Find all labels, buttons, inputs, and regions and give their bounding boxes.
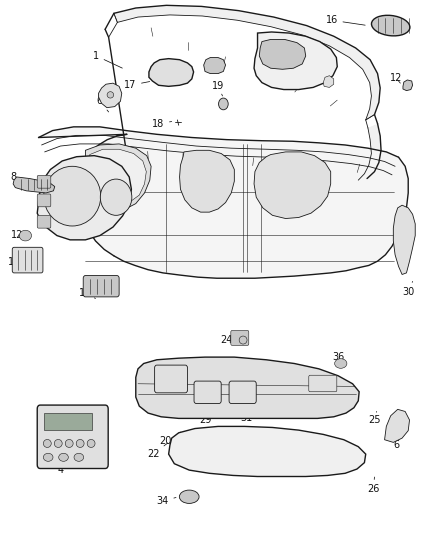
Polygon shape xyxy=(254,152,331,219)
Polygon shape xyxy=(39,127,408,278)
FancyBboxPatch shape xyxy=(83,276,119,297)
Ellipse shape xyxy=(74,453,84,462)
Ellipse shape xyxy=(43,439,51,448)
Ellipse shape xyxy=(371,15,410,36)
Ellipse shape xyxy=(239,336,247,344)
Text: 13: 13 xyxy=(8,257,26,267)
Text: 35: 35 xyxy=(308,380,321,390)
Polygon shape xyxy=(180,150,234,212)
Text: 29: 29 xyxy=(199,411,214,425)
Polygon shape xyxy=(114,5,380,120)
FancyBboxPatch shape xyxy=(44,413,92,430)
Ellipse shape xyxy=(54,439,62,448)
Ellipse shape xyxy=(100,179,132,215)
Polygon shape xyxy=(254,32,337,90)
FancyBboxPatch shape xyxy=(229,381,256,403)
Ellipse shape xyxy=(76,439,84,448)
Polygon shape xyxy=(204,58,226,74)
Text: 32: 32 xyxy=(149,385,166,395)
Ellipse shape xyxy=(59,453,68,462)
Text: 24: 24 xyxy=(221,335,237,345)
Polygon shape xyxy=(385,409,410,442)
Polygon shape xyxy=(78,144,151,212)
Text: 19: 19 xyxy=(212,82,224,96)
Text: 26: 26 xyxy=(367,477,379,494)
FancyBboxPatch shape xyxy=(37,215,51,228)
Text: 9: 9 xyxy=(75,229,88,239)
Polygon shape xyxy=(358,124,381,180)
Polygon shape xyxy=(169,426,366,477)
Ellipse shape xyxy=(65,439,73,448)
FancyBboxPatch shape xyxy=(155,365,187,393)
FancyBboxPatch shape xyxy=(309,375,337,392)
Polygon shape xyxy=(403,80,413,91)
Text: 20: 20 xyxy=(159,432,181,446)
FancyBboxPatch shape xyxy=(231,330,249,345)
FancyBboxPatch shape xyxy=(37,175,51,188)
Ellipse shape xyxy=(107,92,114,98)
Ellipse shape xyxy=(44,166,101,226)
Polygon shape xyxy=(323,76,334,87)
Text: 15: 15 xyxy=(79,288,95,298)
Text: 31: 31 xyxy=(240,414,252,423)
Ellipse shape xyxy=(87,439,95,448)
Text: 12: 12 xyxy=(390,74,403,83)
Text: 22: 22 xyxy=(147,443,168,459)
FancyBboxPatch shape xyxy=(37,405,108,469)
Polygon shape xyxy=(99,83,122,108)
Polygon shape xyxy=(83,149,146,205)
Text: 6: 6 xyxy=(388,435,399,450)
Polygon shape xyxy=(13,177,55,193)
Ellipse shape xyxy=(19,230,32,241)
Text: 30: 30 xyxy=(402,281,414,297)
Text: 6: 6 xyxy=(97,96,109,112)
Text: 2: 2 xyxy=(120,153,138,165)
Ellipse shape xyxy=(180,490,199,503)
Text: 34: 34 xyxy=(157,496,176,506)
Ellipse shape xyxy=(219,98,228,110)
Text: 1: 1 xyxy=(93,51,122,68)
Text: 25: 25 xyxy=(368,411,381,425)
Text: 12: 12 xyxy=(11,230,23,239)
Polygon shape xyxy=(136,357,359,418)
Text: 8: 8 xyxy=(10,172,25,186)
FancyBboxPatch shape xyxy=(194,381,221,403)
Text: 36: 36 xyxy=(332,352,344,362)
Polygon shape xyxy=(37,156,131,240)
Ellipse shape xyxy=(335,359,347,368)
Polygon shape xyxy=(259,39,306,69)
FancyBboxPatch shape xyxy=(37,194,51,207)
Text: 17: 17 xyxy=(124,80,150,90)
Text: 16: 16 xyxy=(326,15,365,25)
FancyBboxPatch shape xyxy=(12,247,43,273)
Polygon shape xyxy=(149,59,194,86)
Text: 4: 4 xyxy=(57,456,69,475)
Ellipse shape xyxy=(43,453,53,462)
Polygon shape xyxy=(393,205,415,274)
Text: 18: 18 xyxy=(152,119,172,128)
